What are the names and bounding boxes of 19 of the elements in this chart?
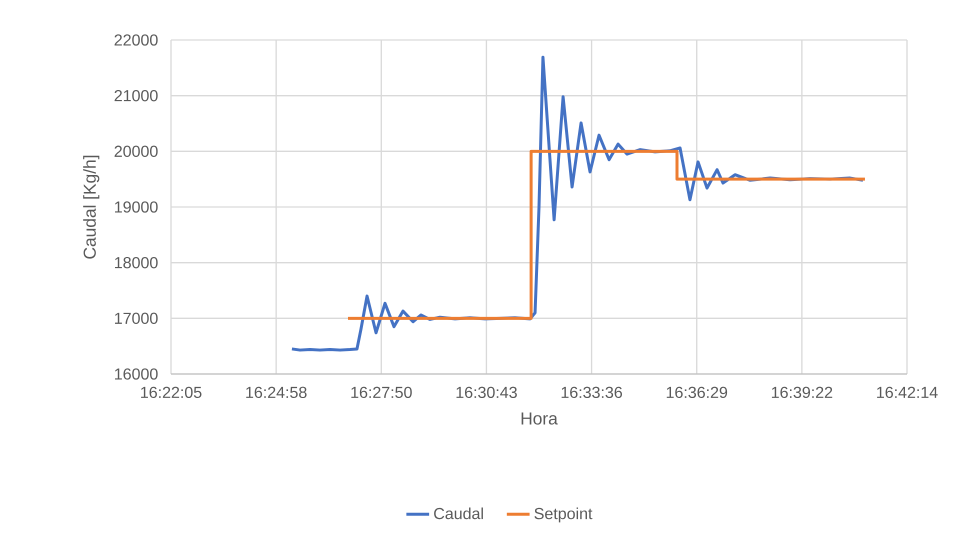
x-tick-label: 16:27:50	[351, 386, 412, 398]
y-tick-label: 20000	[114, 146, 158, 157]
y-tick-label: 21000	[114, 90, 158, 102]
x-tick-label: 16:24:58	[246, 386, 307, 398]
x-tick-label: 16:39:22	[772, 386, 832, 398]
x-tick-label: 16:30:43	[456, 386, 517, 398]
y-tick-label: 18000	[115, 257, 158, 268]
legend-label: Caudal	[434, 507, 483, 520]
legend-label: Setpoint	[534, 507, 592, 522]
x-tick-label: 16:36:29	[666, 386, 728, 398]
y-tick-label: 17000	[115, 312, 158, 324]
y-tick-label: 22000	[114, 34, 158, 46]
y-tick-label: 16000	[115, 368, 158, 380]
x-tick-label: 16:42:14	[877, 386, 938, 398]
y-tick-label: 19000	[115, 201, 158, 213]
x-tick-label: 16:33:36	[562, 386, 622, 398]
x-tick-label: 16:22:05	[141, 386, 202, 398]
x-axis-title: Hora	[522, 412, 558, 425]
y-axis-title: Caudal [Kg/h]	[83, 156, 100, 259]
